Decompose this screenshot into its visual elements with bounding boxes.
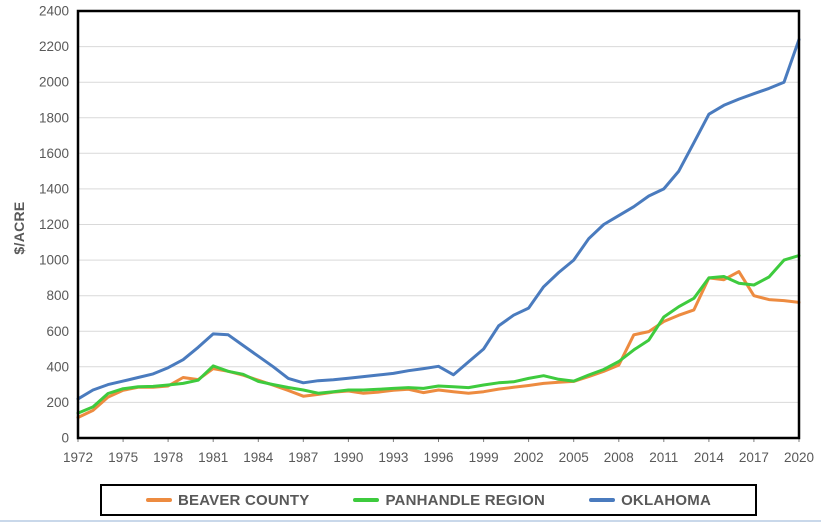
y-tick-label: 1200: [39, 217, 69, 232]
legend-item-oklahoma: OKLAHOMA: [589, 492, 711, 509]
bottom-divider: [0, 520, 821, 522]
y-tick-label: 600: [46, 324, 69, 339]
y-tick-label: 200: [46, 395, 69, 410]
y-tick-label: 1800: [39, 110, 69, 125]
y-tick-label: 400: [46, 359, 69, 374]
x-tick-label: 1996: [423, 450, 453, 465]
x-tick-label: 2020: [784, 450, 814, 465]
x-tick-label: 1990: [333, 450, 363, 465]
y-tick-label: 2000: [39, 75, 69, 90]
x-tick-label: 1981: [198, 450, 228, 465]
series-line-beaver-county: [76, 270, 801, 419]
x-tick-label: 2002: [514, 450, 544, 465]
legend-item-panhandle-region: PANHANDLE REGION: [353, 492, 545, 509]
x-tick-label: 2008: [604, 450, 634, 465]
y-tick-label: 2400: [39, 4, 69, 19]
x-tick-label: 1993: [378, 450, 408, 465]
x-tick-label: 2014: [694, 450, 725, 465]
x-tick-label: 1999: [469, 450, 499, 465]
x-tick-label: 2017: [739, 450, 769, 465]
x-tick-label: 1984: [243, 450, 274, 465]
oklahoma-line-swatch: [589, 498, 616, 502]
x-tick-label: 2011: [649, 450, 678, 465]
legend: BEAVER COUNTY PANHANDLE REGION OKLAHOMA: [100, 484, 757, 516]
x-tick-label: 1972: [63, 450, 93, 465]
plot-border: [76, 9, 801, 440]
beaver-county-line-swatch: [145, 498, 172, 502]
y-tick-label: 1000: [39, 253, 69, 268]
y-tick-label: 2200: [39, 39, 69, 54]
legend-item-beaver-county: BEAVER COUNTY: [145, 491, 310, 509]
series-line-oklahoma: [76, 38, 801, 401]
y-tick-label: 0: [61, 431, 69, 446]
x-tick-label: 2005: [559, 450, 589, 465]
y-tick-label: 800: [46, 288, 69, 303]
legend-label-beaver-county: BEAVER COUNTY: [177, 491, 310, 509]
series-line-panhandle-region: [76, 254, 801, 415]
y-tick-label: 1400: [39, 181, 69, 196]
x-tick-label: 1975: [108, 450, 138, 465]
panhandle-region-line-swatch: [353, 498, 380, 502]
legend-label-oklahoma: OKLAHOMA: [621, 491, 711, 509]
land-value-line-chart: 1972 1975 1978 1981 1984 1987 1990 1993 1996 1999…: [39, 4, 814, 466]
y-tick-label: 1600: [39, 146, 69, 161]
x-tick-label: 1987: [288, 450, 318, 465]
legend-label-panhandle-region: PANHANDLE REGION: [385, 491, 546, 509]
x-tick-label: 1978: [153, 450, 183, 465]
y-axis-title: $/ACRE: [11, 201, 27, 255]
